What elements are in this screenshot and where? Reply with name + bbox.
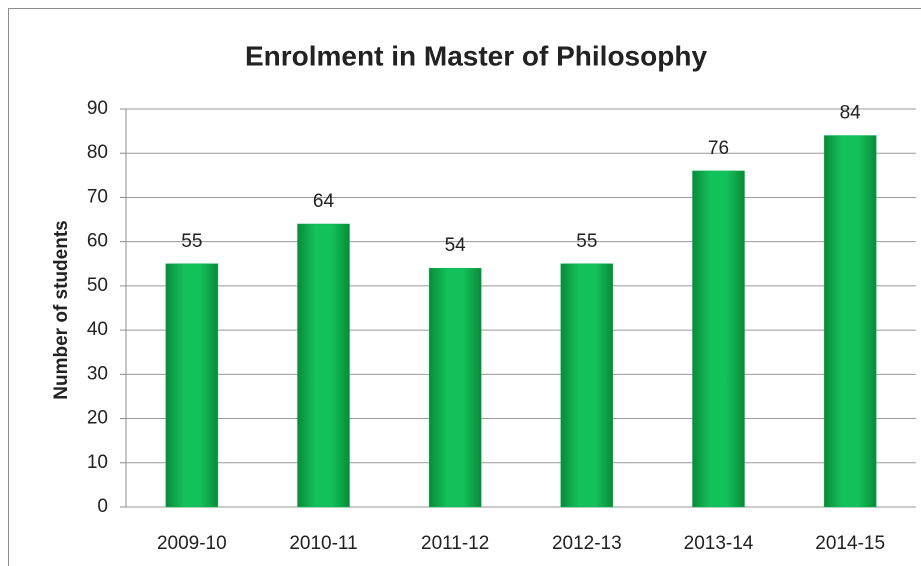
- bar: [428, 267, 482, 508]
- x-tick-label: 2011-12: [421, 533, 489, 554]
- bar: [165, 263, 219, 508]
- data-label: 55: [576, 231, 597, 252]
- bar: [560, 263, 614, 508]
- y-tick-label: 70: [87, 186, 108, 207]
- y-tick-label: 40: [87, 319, 108, 340]
- x-tick-label: 2010-11: [289, 533, 357, 554]
- y-tick-label: 0: [97, 496, 108, 517]
- y-tick-label: 60: [87, 231, 108, 252]
- y-tick-label: 10: [87, 452, 108, 473]
- y-tick-label: 80: [87, 142, 108, 163]
- data-label: 54: [445, 235, 467, 256]
- chart-title: Enrolment in Master of Philosophy: [245, 40, 707, 71]
- x-tick-label: 2013-14: [684, 533, 754, 554]
- bar: [297, 223, 350, 508]
- data-label: 64: [313, 191, 335, 212]
- data-label: 84: [840, 103, 862, 124]
- x-tick-label: 2012-13: [552, 533, 622, 554]
- y-tick-label: 50: [87, 275, 108, 296]
- data-label: 76: [708, 138, 729, 159]
- bar: [692, 170, 745, 508]
- y-tick-label: 90: [87, 98, 108, 119]
- y-axis-label: Number of students: [51, 220, 72, 399]
- y-tick-label: 20: [87, 408, 108, 429]
- y-tick-label: 30: [87, 363, 108, 384]
- x-tick-label: 2014-15: [815, 533, 885, 554]
- data-label: 55: [181, 231, 202, 252]
- bar: [823, 135, 877, 508]
- x-tick-label: 2009-10: [157, 533, 227, 554]
